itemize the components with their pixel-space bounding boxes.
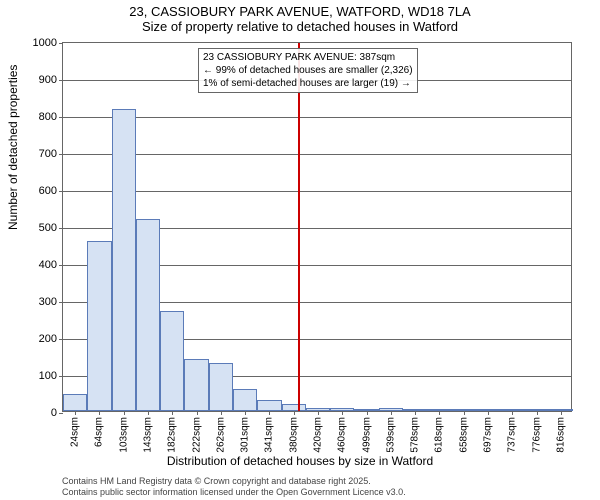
ytick-mark [59,413,63,414]
title-address: 23, CASSIOBURY PARK AVENUE, WATFORD, WD1… [0,4,600,19]
ytick-mark [59,302,63,303]
xtick-label: 578sqm [410,417,421,453]
ytick-mark [59,117,63,118]
footer-line1: Contains HM Land Registry data © Crown c… [62,476,406,487]
ytick-mark [59,191,63,192]
ytick-mark [59,80,63,81]
footer-line2: Contains public sector information licen… [62,487,406,498]
xtick-label: 697sqm [483,417,494,453]
histogram-bar [184,359,208,411]
histogram-bar [63,394,87,411]
xtick-label: 380sqm [288,417,299,453]
histogram-bar [209,363,233,411]
gridline [63,191,571,192]
ytick-label: 700 [39,148,57,160]
x-axis-label: Distribution of detached houses by size … [0,454,600,468]
xtick-mark [99,411,100,415]
xtick-mark [269,411,270,415]
annotation-line: ← 99% of detached houses are smaller (2,… [203,64,413,77]
xtick-label: 618sqm [434,417,445,453]
xtick-mark [488,411,489,415]
xtick-label: 460sqm [337,417,348,453]
xtick-label: 737sqm [507,417,518,453]
histogram-bar [112,109,136,411]
xtick-mark [415,411,416,415]
xtick-label: 24sqm [70,417,81,447]
histogram-bar [282,404,306,411]
ytick-label: 900 [39,74,57,86]
annotation-box: 23 CASSIOBURY PARK AVENUE: 387sqm← 99% o… [198,48,418,93]
ytick-mark [59,154,63,155]
histogram-bar [160,311,184,411]
xtick-label: 499sqm [361,417,372,453]
gridline [63,154,571,155]
ytick-label: 1000 [33,37,57,49]
ytick-label: 600 [39,185,57,197]
xtick-label: 301sqm [240,417,251,453]
footer-attribution: Contains HM Land Registry data © Crown c… [62,476,406,498]
xtick-mark [197,411,198,415]
chart-plot-area: 0100200300400500600700800900100024sqm64s… [62,42,572,412]
xtick-label: 143sqm [143,417,154,453]
ytick-mark [59,228,63,229]
ytick-label: 300 [39,296,57,308]
histogram-bar [257,400,281,411]
annotation-line: 1% of semi-detached houses are larger (1… [203,77,413,90]
xtick-mark [367,411,368,415]
ytick-label: 800 [39,111,57,123]
xtick-label: 420sqm [313,417,324,453]
ytick-label: 200 [39,333,57,345]
ytick-mark [59,43,63,44]
xtick-mark [512,411,513,415]
title-subtitle: Size of property relative to detached ho… [0,19,600,34]
xtick-mark [439,411,440,415]
xtick-mark [391,411,392,415]
gridline [63,117,571,118]
xtick-mark [294,411,295,415]
xtick-label: 103sqm [118,417,129,453]
xtick-label: 816sqm [555,417,566,453]
ytick-label: 500 [39,222,57,234]
xtick-label: 262sqm [215,417,226,453]
xtick-label: 182sqm [167,417,178,453]
xtick-label: 776sqm [531,417,542,453]
ytick-label: 100 [39,370,57,382]
xtick-mark [148,411,149,415]
xtick-mark [75,411,76,415]
xtick-mark [221,411,222,415]
xtick-label: 222sqm [191,417,202,453]
histogram-bar [136,219,160,411]
ytick-mark [59,376,63,377]
xtick-label: 341sqm [264,417,275,453]
xtick-label: 539sqm [385,417,396,453]
xtick-mark [245,411,246,415]
xtick-label: 658sqm [458,417,469,453]
xtick-mark [561,411,562,415]
ytick-mark [59,339,63,340]
annotation-line: 23 CASSIOBURY PARK AVENUE: 387sqm [203,51,413,64]
ytick-mark [59,265,63,266]
xtick-mark [124,411,125,415]
reference-line [298,43,300,411]
xtick-mark [464,411,465,415]
xtick-mark [318,411,319,415]
ytick-label: 0 [51,407,57,419]
histogram-bar [87,241,111,411]
y-axis-label: Number of detached properties [6,65,20,230]
xtick-label: 64sqm [94,417,105,447]
xtick-mark [342,411,343,415]
xtick-mark [172,411,173,415]
xtick-mark [537,411,538,415]
histogram-bar [233,389,257,411]
ytick-label: 400 [39,259,57,271]
